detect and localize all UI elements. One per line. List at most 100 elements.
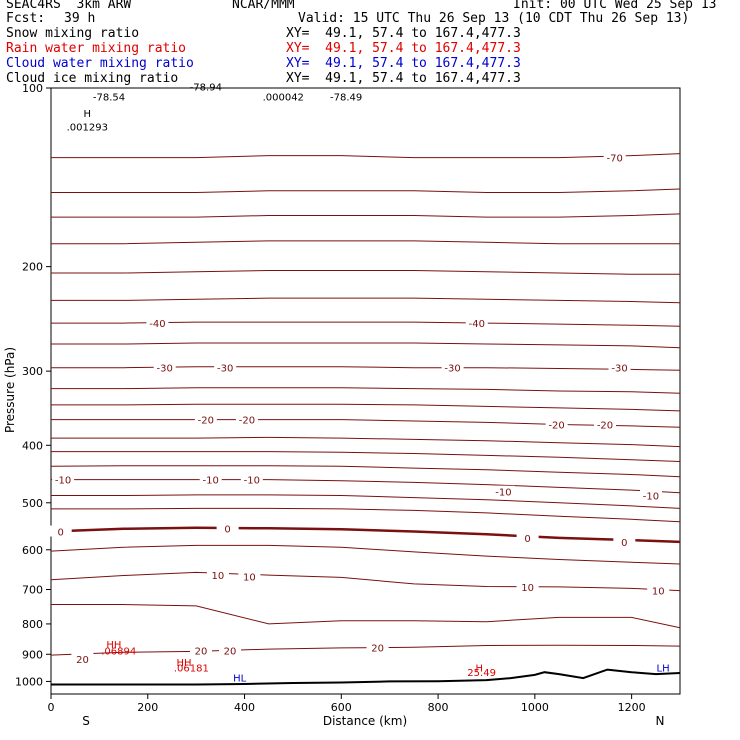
isotherm-line bbox=[51, 436, 681, 448]
field-extremum-label: .000042 bbox=[263, 93, 304, 104]
isotherm-label: -10 bbox=[643, 491, 659, 502]
isotherm-line bbox=[51, 240, 680, 245]
isotherm-label: -30 bbox=[444, 364, 460, 375]
field-extremum-label: 25.49 bbox=[467, 668, 496, 679]
field-extremum-label: LH bbox=[657, 664, 670, 675]
field-extremum-label: H bbox=[475, 664, 483, 675]
y-tick-label: 1000 bbox=[15, 675, 43, 688]
isotherm-label: 0 bbox=[57, 528, 63, 539]
isotherm-label: -10 bbox=[55, 476, 71, 487]
x-tick-label: 1200 bbox=[618, 701, 646, 714]
isotherm-label-bg bbox=[52, 473, 75, 485]
forecast-label: Fcst: bbox=[6, 11, 46, 26]
isotherm-label: -20 bbox=[198, 416, 214, 427]
isotherm-label-bg bbox=[639, 489, 662, 501]
isotherm-label-bg bbox=[219, 644, 242, 656]
isotherm-label-bg bbox=[366, 641, 389, 653]
isotherm-label-bg bbox=[240, 473, 263, 485]
y-tick-label: 100 bbox=[22, 82, 43, 95]
field-extremum-label: -78.49 bbox=[330, 93, 362, 104]
isotherm-label: -30 bbox=[611, 364, 627, 375]
isotherm-label: -40 bbox=[149, 319, 165, 330]
y-tick-label: 500 bbox=[22, 497, 43, 510]
isotherm-label-bg bbox=[238, 570, 261, 582]
isotherm-label: 0 bbox=[621, 538, 627, 549]
isotherm-label: -20 bbox=[597, 420, 613, 431]
y-tick-label: 700 bbox=[22, 584, 43, 597]
isotherm-line bbox=[50, 544, 681, 565]
isotherm-label-bg bbox=[146, 317, 169, 329]
isotherm-line bbox=[51, 213, 681, 218]
y-tick-label: 800 bbox=[22, 618, 43, 631]
forecast-hours: 39 h bbox=[64, 11, 96, 26]
isotherm-label: 0 bbox=[224, 524, 230, 535]
plot-frame bbox=[50, 87, 681, 695]
center-name: NCAR/MMM bbox=[232, 0, 295, 12]
isotherm-line bbox=[51, 270, 680, 275]
init-time: Init: 00 UTC Wed 25 Sep 13 bbox=[513, 0, 717, 12]
axes: 0 200 400 600 800 1000 12001002003004005006007… bbox=[15, 82, 646, 714]
isotherm-contours bbox=[50, 153, 681, 656]
isotherm-label-bg bbox=[235, 413, 258, 425]
isotherm-label-bg bbox=[603, 151, 626, 163]
isotherm-line bbox=[50, 526, 681, 544]
isotherm-label-bg bbox=[492, 485, 515, 497]
isotherm-label-bg bbox=[71, 652, 94, 664]
field-cloudice-name: Cloud ice mixing ratio bbox=[6, 71, 179, 86]
isotherm-labels: -70 -40 -40 -30 -30 -30 -30 -20 -20 -20 -20 -10 -10 -… bbox=[49, 151, 670, 666]
field-cloudice-xy: XY= 49.1, 57.4 to 167.4,477.3 bbox=[286, 71, 521, 86]
field-extremum-label: .06181 bbox=[174, 663, 209, 674]
isotherm-label: 10 bbox=[212, 571, 225, 582]
isotherm-line bbox=[51, 479, 681, 494]
isotherm-line bbox=[51, 387, 681, 394]
isotherm-line bbox=[51, 366, 681, 371]
endpoint-left-label: S bbox=[82, 714, 90, 728]
x-axis-label: Distance (km) bbox=[323, 714, 407, 728]
isotherm-label: -40 bbox=[469, 319, 485, 330]
isotherm-label: -30 bbox=[217, 364, 233, 375]
isotherm-label-bg bbox=[199, 473, 222, 485]
x-tick-label: 400 bbox=[234, 701, 255, 714]
x-tick-label: 0 bbox=[48, 701, 55, 714]
isotherm-label: 10 bbox=[652, 587, 665, 598]
field-extremum-label: H bbox=[84, 109, 92, 120]
isotherm-label-bg bbox=[214, 361, 237, 373]
isotherm-line bbox=[51, 494, 681, 509]
y-tick-label: 400 bbox=[22, 439, 43, 452]
isotherm-label-bg bbox=[153, 361, 176, 373]
isotherm-line bbox=[51, 604, 681, 629]
isotherm-label: 20 bbox=[195, 647, 208, 658]
field-cloudwater-xy: XY= 49.1, 57.4 to 167.4,477.3 bbox=[286, 56, 521, 71]
isotherm-label: 10 bbox=[243, 572, 256, 583]
isotherm-label-bg bbox=[216, 522, 239, 534]
isotherm-label: 10 bbox=[521, 583, 534, 594]
isotherm-line bbox=[51, 297, 681, 304]
isotherm-line bbox=[51, 507, 681, 523]
y-tick-label: 900 bbox=[22, 648, 43, 661]
isotherm-label: -70 bbox=[607, 154, 623, 165]
field-extremum-label: HH bbox=[177, 658, 192, 669]
field-rain-xy: XY= 49.1, 57.4 to 167.4,477.3 bbox=[286, 41, 521, 56]
endpoint-right-label: N bbox=[656, 714, 665, 728]
isotherm-label: 20 bbox=[224, 647, 237, 658]
isotherm-line bbox=[51, 419, 681, 428]
model-name: SEAC4RS 3km ARW bbox=[6, 0, 132, 12]
isotherm-line bbox=[50, 644, 681, 656]
isotherm-label-bg bbox=[516, 580, 539, 592]
terrain-surface bbox=[51, 668, 681, 686]
x-tick-label: 600 bbox=[331, 701, 352, 714]
y-tick-label: 600 bbox=[22, 544, 43, 557]
isotherm-line bbox=[50, 571, 681, 592]
y-axis-label: Pressure (hPa) bbox=[3, 347, 17, 433]
y-tick-label: 200 bbox=[22, 261, 43, 274]
field-extremum-label: -78.94 bbox=[190, 83, 222, 94]
field-extremum-label: HL bbox=[233, 673, 247, 684]
field-annotations: -78.54H.001293-78.94.000042 -78.49HH.0689… bbox=[67, 83, 670, 685]
field-snow-name: Snow mixing ratio bbox=[6, 26, 140, 41]
isotherm-label-bg bbox=[465, 317, 488, 329]
isotherm-label: -20 bbox=[239, 416, 255, 427]
isotherm-line bbox=[51, 153, 681, 159]
isotherm-label: -20 bbox=[548, 420, 564, 431]
field-extremum-label: .001293 bbox=[67, 123, 108, 134]
